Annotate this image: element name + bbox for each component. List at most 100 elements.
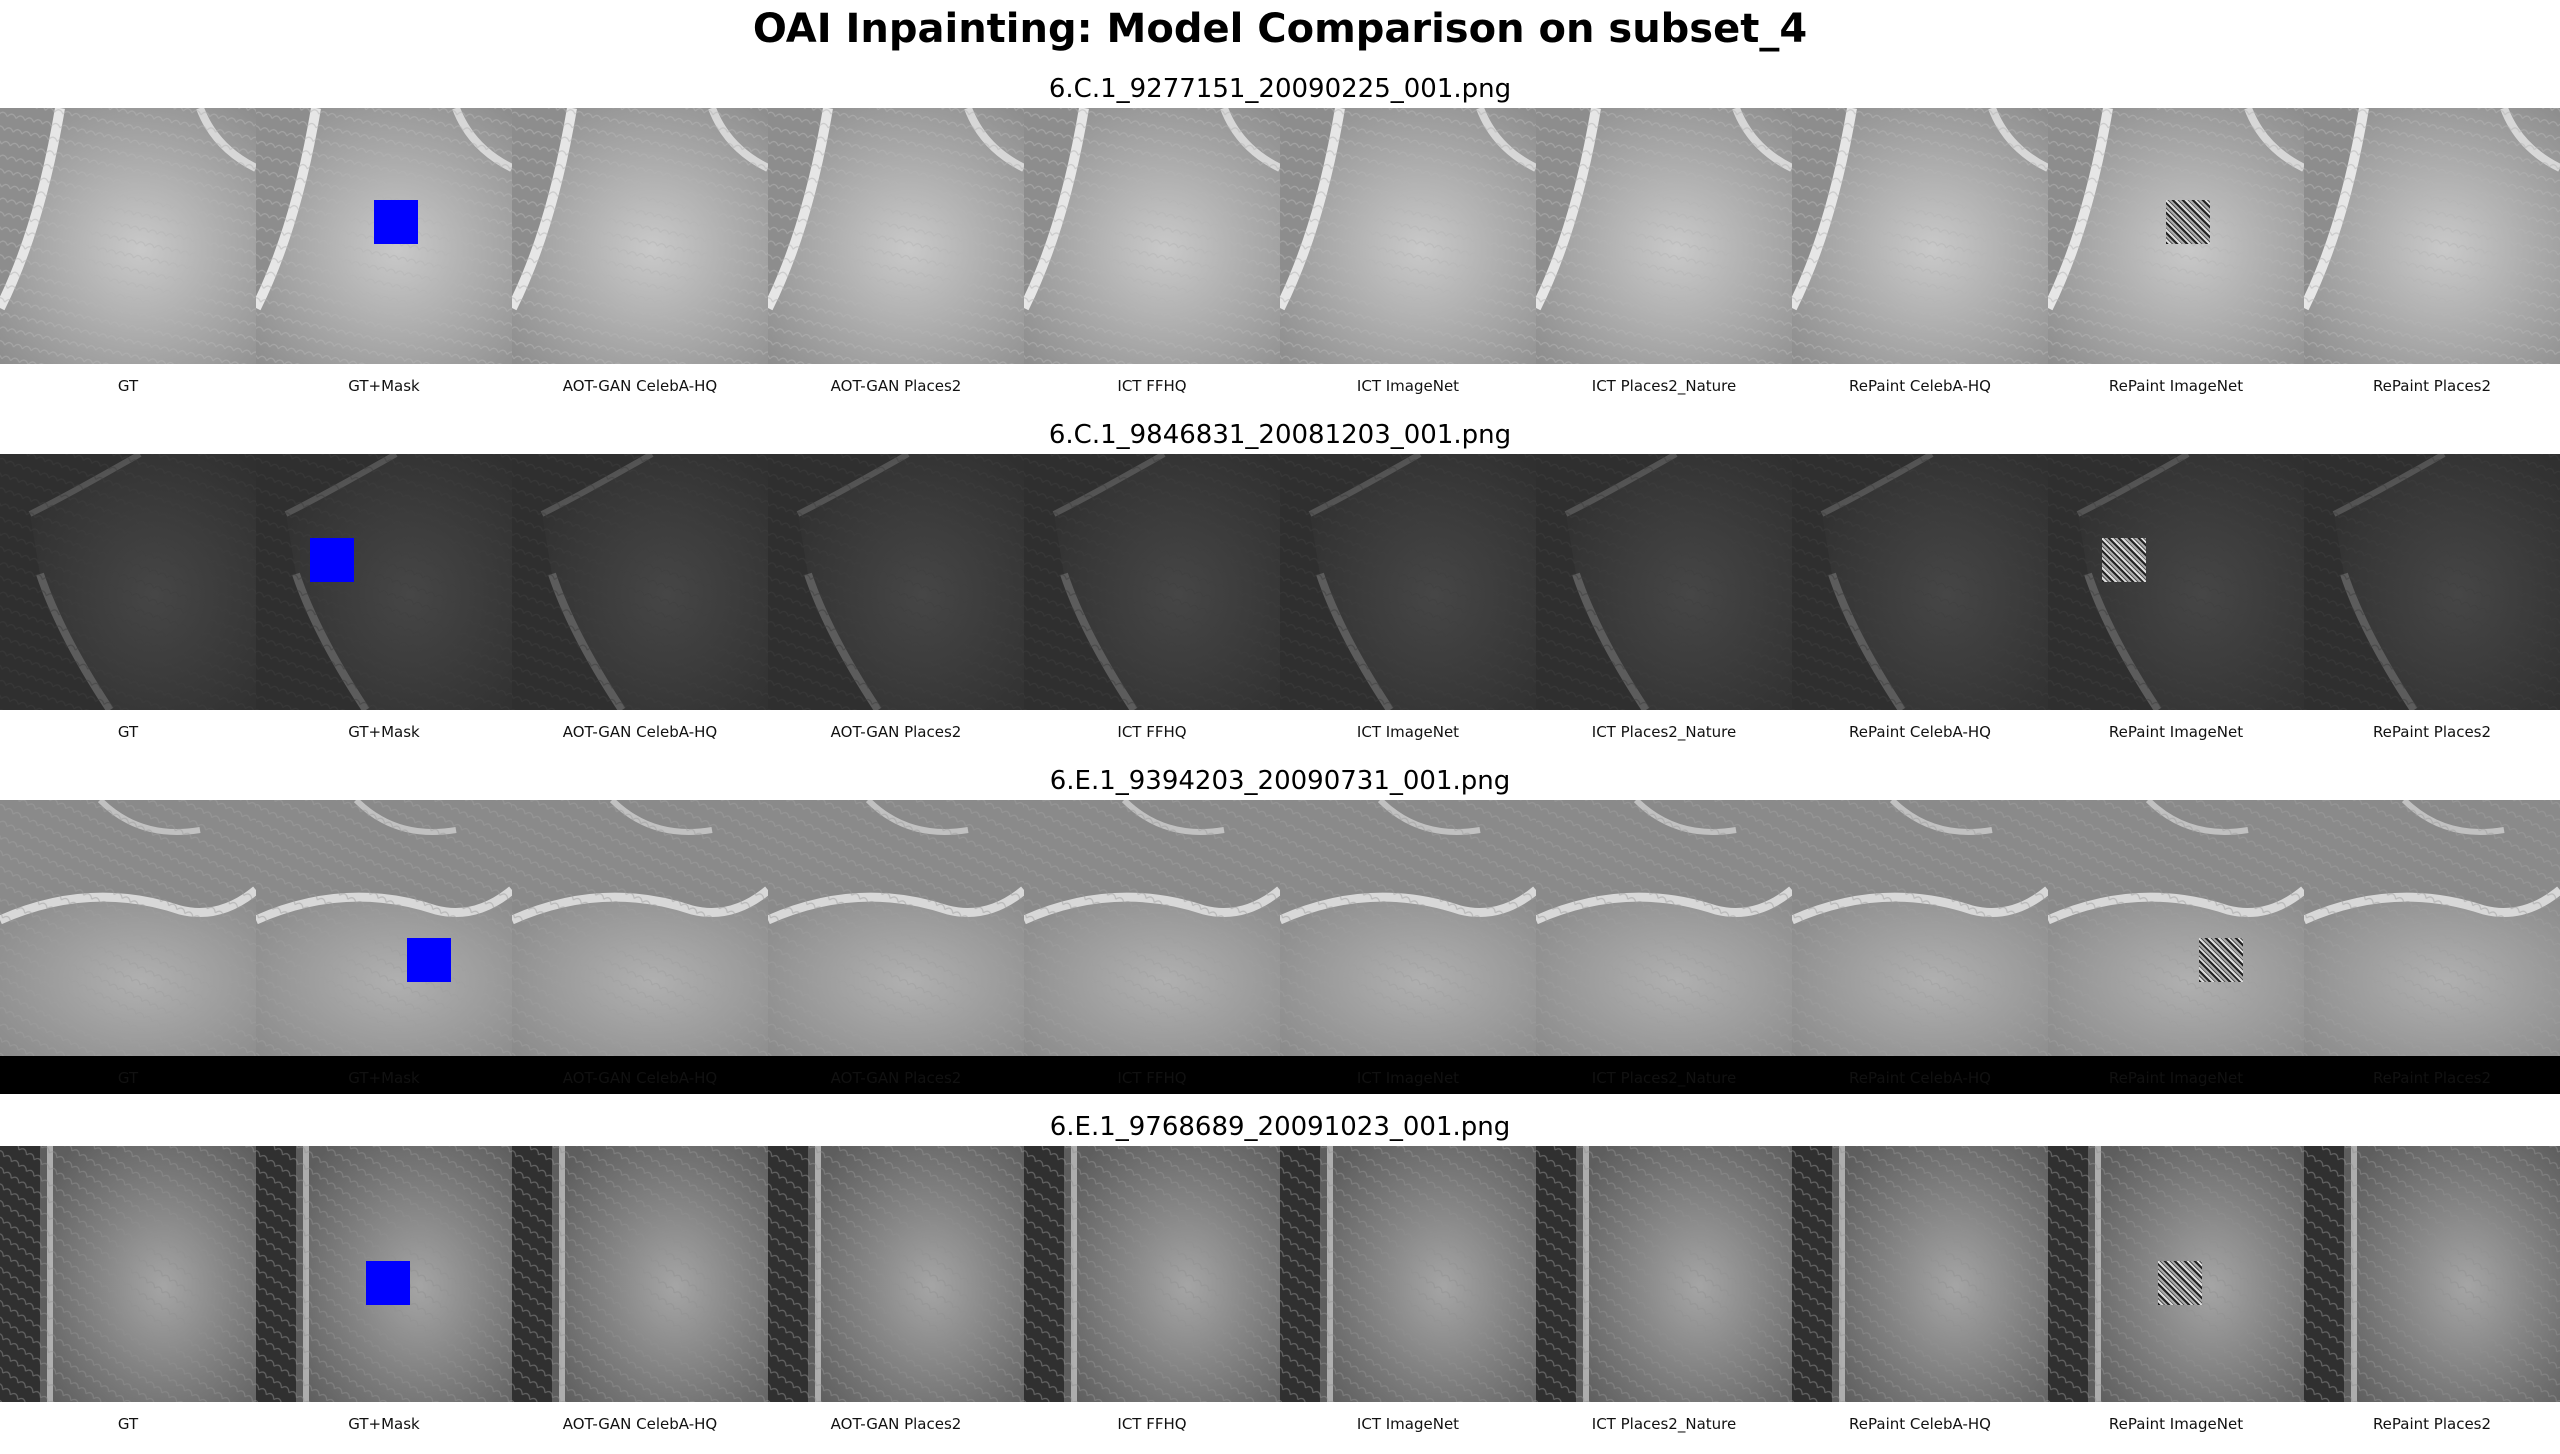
xray-image xyxy=(1536,800,1792,1056)
panel-strip xyxy=(0,108,2560,364)
column-caption: AOT-GAN Places2 xyxy=(830,1069,962,1087)
column-caption: ICT FFHQ xyxy=(1117,1069,1187,1087)
column-caption: RePaint ImageNet xyxy=(2108,1415,2244,1433)
xray-image xyxy=(256,1146,512,1402)
figure-title: OAI Inpainting: Model Comparison on subs… xyxy=(752,6,1808,52)
image-padding-bar xyxy=(0,1056,2560,1094)
column-caption: ICT Places2_Nature xyxy=(1591,1415,1737,1433)
column-caption: ICT ImageNet xyxy=(1356,377,1460,395)
row-filename: 6.E.1_9394203_20090731_001.png xyxy=(1049,766,1511,796)
xray-image xyxy=(2048,108,2304,364)
comparison-row: 6.E.1_9768689_20091023_001.png GT GT+Mask A… xyxy=(0,1108,2560,1454)
noise-patch xyxy=(2158,1261,2202,1305)
column-caption: RePaint Places2 xyxy=(2372,1069,2492,1087)
column-caption: ICT Places2_Nature xyxy=(1591,377,1737,395)
noise-patch xyxy=(2102,538,2146,582)
comparison-row: 6.C.1_9277151_20090225_001.png GT GT+Mask A… xyxy=(0,70,2560,416)
column-caption: GT xyxy=(117,723,139,741)
column-caption: RePaint CelebA-HQ xyxy=(1849,377,1991,395)
xray-image xyxy=(256,454,512,710)
xray-image xyxy=(1024,800,1280,1056)
xray-image xyxy=(512,454,768,710)
column-caption: ICT FFHQ xyxy=(1117,723,1187,741)
xray-image xyxy=(0,1146,256,1402)
xray-image xyxy=(2304,800,2560,1056)
xray-image xyxy=(1024,108,1280,364)
xray-image xyxy=(0,454,256,710)
column-caption: GT+Mask xyxy=(348,1415,420,1433)
column-caption: ICT Places2_Nature xyxy=(1591,723,1737,741)
column-caption: AOT-GAN Places2 xyxy=(830,1415,962,1433)
row-filename: 6.C.1_9846831_20081203_001.png xyxy=(1048,420,1512,450)
xray-image xyxy=(512,1146,768,1402)
xray-image xyxy=(1280,108,1536,364)
inpaint-mask xyxy=(407,938,451,982)
column-caption: RePaint Places2 xyxy=(2372,377,2492,395)
xray-image xyxy=(1024,1146,1280,1402)
column-caption: RePaint Places2 xyxy=(2372,723,2492,741)
column-caption: AOT-GAN CelebA-HQ xyxy=(562,723,718,741)
xray-image xyxy=(2304,108,2560,364)
noise-patch xyxy=(2166,200,2210,244)
xray-image xyxy=(1792,454,2048,710)
xray-image xyxy=(2048,1146,2304,1402)
column-caption: ICT ImageNet xyxy=(1356,1069,1460,1087)
xray-image xyxy=(768,108,1024,364)
column-caption: RePaint CelebA-HQ xyxy=(1849,1069,1991,1087)
xray-image xyxy=(1536,454,1792,710)
xray-image xyxy=(768,1146,1024,1402)
noise-patch xyxy=(2199,938,2243,982)
xray-image xyxy=(0,800,256,1056)
column-caption: GT xyxy=(117,1069,139,1087)
panel-strip xyxy=(0,454,2560,710)
column-caption: GT+Mask xyxy=(348,1069,420,1087)
column-caption: GT+Mask xyxy=(348,377,420,395)
column-caption: AOT-GAN CelebA-HQ xyxy=(562,1415,718,1433)
xray-image xyxy=(1280,1146,1536,1402)
panel-strip xyxy=(0,800,2560,1094)
xray-image xyxy=(512,108,768,364)
xray-image xyxy=(1792,800,2048,1056)
column-caption: GT xyxy=(117,1415,139,1433)
xray-image xyxy=(1792,108,2048,364)
column-caption: RePaint CelebA-HQ xyxy=(1849,723,1991,741)
column-caption: ICT ImageNet xyxy=(1356,1415,1460,1433)
column-caption: GT+Mask xyxy=(348,723,420,741)
xray-image xyxy=(1792,1146,2048,1402)
row-filename: 6.E.1_9768689_20091023_001.png xyxy=(1049,1112,1511,1142)
column-caption: RePaint ImageNet xyxy=(2108,1069,2244,1087)
comparison-row: 6.C.1_9846831_20081203_001.png GT GT+Mask A… xyxy=(0,416,2560,762)
xray-image xyxy=(768,454,1024,710)
comparison-row: 6.E.1_9394203_20090731_001.png GT GT+Mask A… xyxy=(0,762,2560,1108)
xray-image xyxy=(2048,800,2304,1056)
column-caption: AOT-GAN CelebA-HQ xyxy=(562,1069,718,1087)
xray-image xyxy=(1280,454,1536,710)
xray-image xyxy=(1536,1146,1792,1402)
column-caption: RePaint ImageNet xyxy=(2108,377,2244,395)
row-filename: 6.C.1_9277151_20090225_001.png xyxy=(1048,74,1512,104)
xray-image xyxy=(1280,800,1536,1056)
inpaint-mask xyxy=(366,1261,410,1305)
column-caption: AOT-GAN CelebA-HQ xyxy=(562,377,718,395)
xray-image xyxy=(2304,454,2560,710)
xray-image xyxy=(2304,1146,2560,1402)
inpaint-mask xyxy=(310,538,354,582)
xray-image xyxy=(1536,108,1792,364)
xray-image xyxy=(256,800,512,1056)
xray-image xyxy=(2048,454,2304,710)
xray-image xyxy=(0,108,256,364)
column-caption: ICT FFHQ xyxy=(1117,1415,1187,1433)
column-caption: ICT ImageNet xyxy=(1356,723,1460,741)
xray-image xyxy=(512,800,768,1056)
column-caption: AOT-GAN Places2 xyxy=(830,723,962,741)
column-caption: RePaint Places2 xyxy=(2372,1415,2492,1433)
xray-image xyxy=(768,800,1024,1056)
column-caption: RePaint ImageNet xyxy=(2108,723,2244,741)
xray-image xyxy=(256,108,512,364)
xray-image xyxy=(1024,454,1280,710)
panel-strip xyxy=(0,1146,2560,1402)
inpaint-mask xyxy=(374,200,418,244)
column-caption: ICT FFHQ xyxy=(1117,377,1187,395)
column-caption: ICT Places2_Nature xyxy=(1591,1069,1737,1087)
column-caption: RePaint CelebA-HQ xyxy=(1849,1415,1991,1433)
